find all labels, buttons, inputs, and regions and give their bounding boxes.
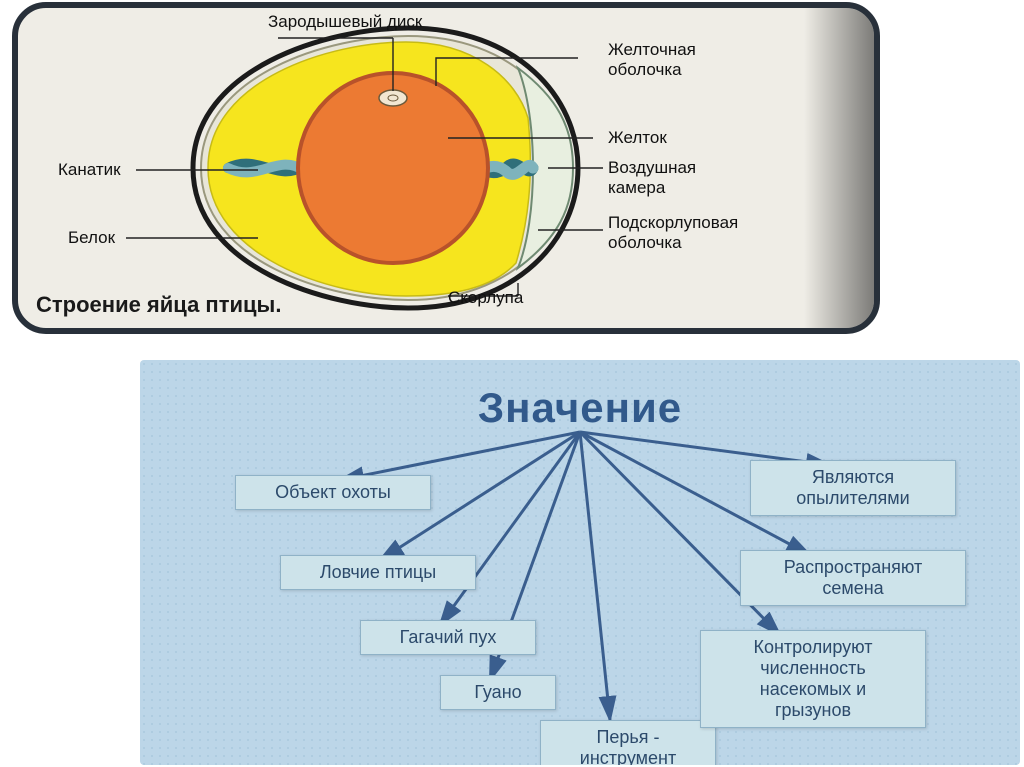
label-chalaza: Канатик [58, 160, 121, 180]
label-shell: Скорлупа [448, 288, 523, 308]
egg-diagram-panel: Зародышевый диск Желточная оболочка Желт… [12, 2, 880, 334]
label-albumen: Белок [68, 228, 115, 248]
germinal-disc-shape [379, 90, 407, 106]
significance-box-falcon: Ловчие птицы [280, 555, 476, 590]
significance-box-guano: Гуано [440, 675, 556, 710]
label-air-cell: Воздушная камера [608, 158, 696, 197]
significance-box-feather: Перья - инструмент [540, 720, 716, 765]
label-yolk-membrane: Желточная оболочка [608, 40, 696, 79]
significance-box-down: Гагачий пух [360, 620, 536, 655]
significance-box-seeds: Распространяют семена [740, 550, 966, 606]
panel1-right-shadow [804, 8, 874, 328]
label-subshell-membrane: Подскорлуповая оболочка [608, 213, 738, 252]
significance-box-hunt: Объект охоты [235, 475, 431, 510]
label-yolk: Желток [608, 128, 667, 148]
egg-diagram-title: Строение яйца птицы. [36, 292, 281, 318]
label-germinal-disc: Зародышевый диск [268, 12, 422, 32]
significance-box-control: Контролируют численность насекомых и гры… [700, 630, 926, 728]
significance-box-pollin: Являются опылителями [750, 460, 956, 516]
egg-diagram-svg [18, 8, 874, 328]
significance-panel: Значение Объект охотыЛовчие птицыГагачий… [140, 360, 1020, 765]
